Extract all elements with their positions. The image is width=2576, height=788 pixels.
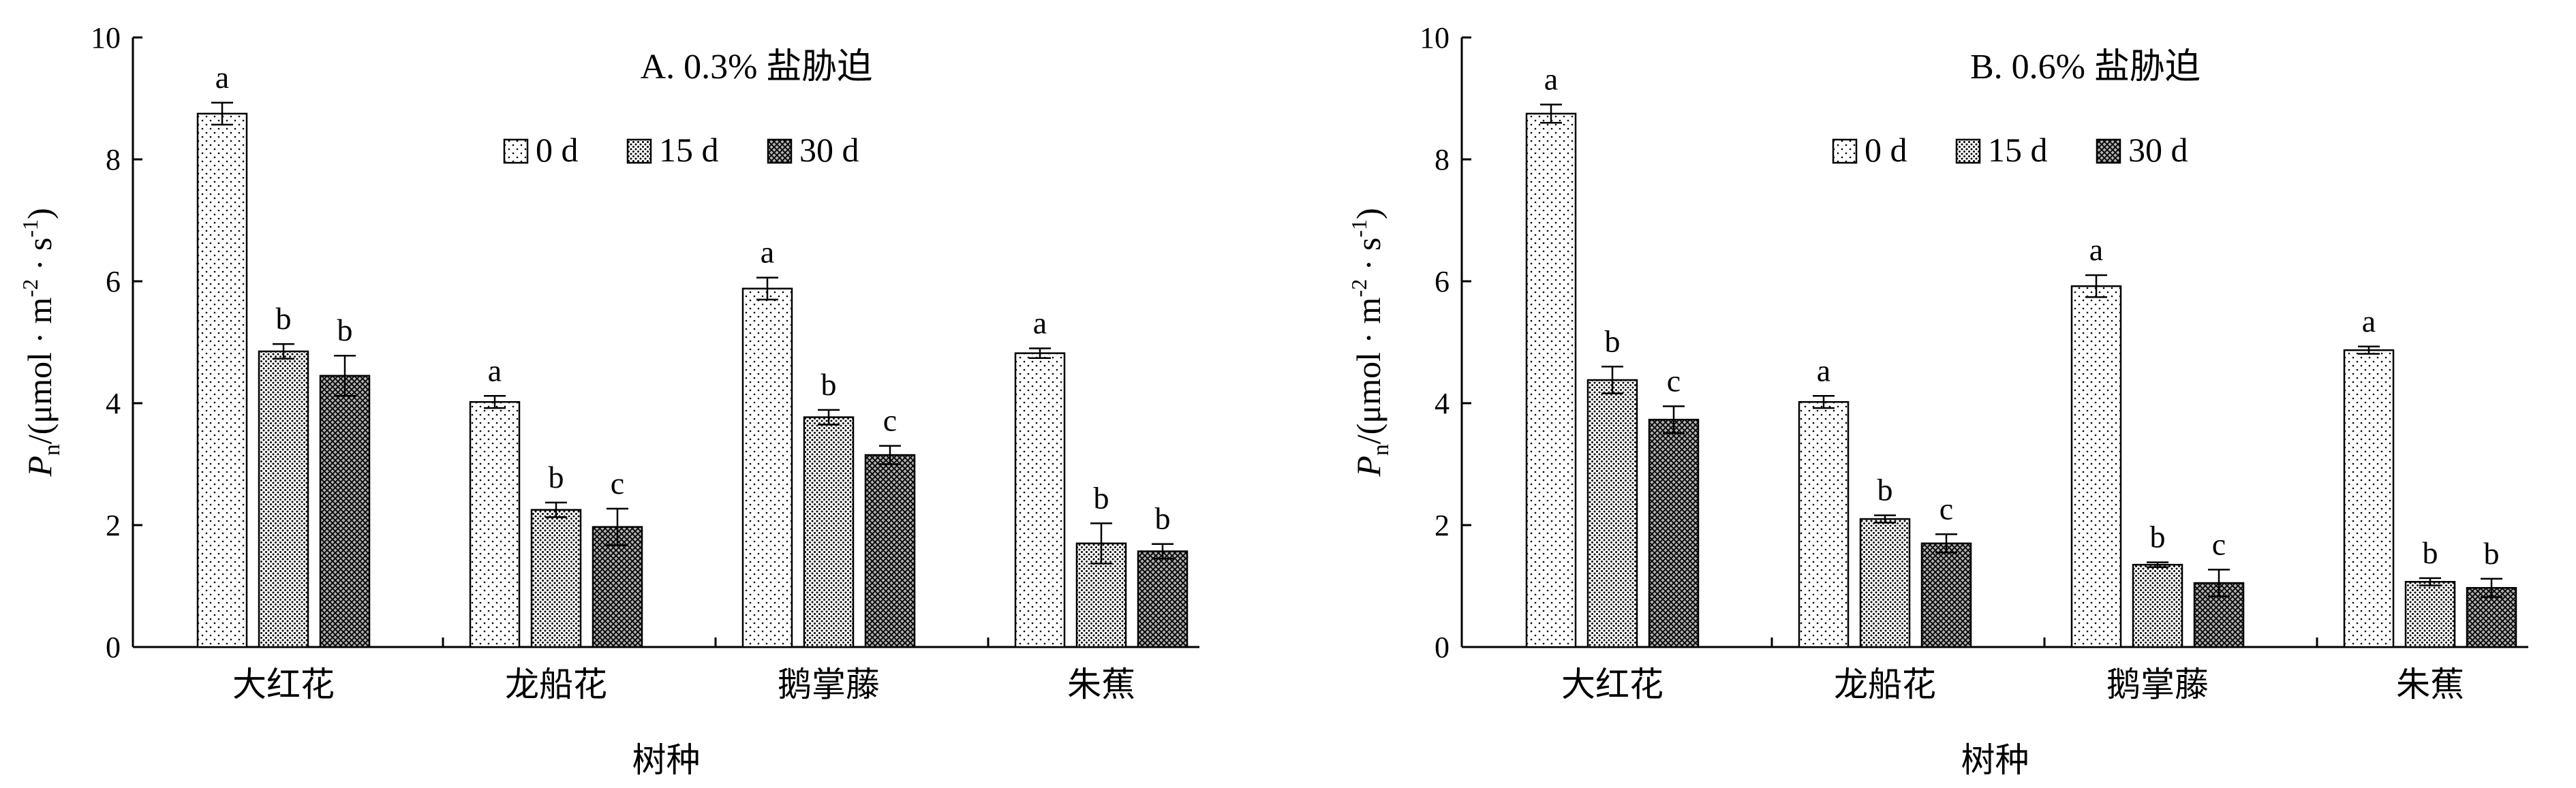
significance-letter: a <box>761 235 774 270</box>
y-tick-label: 10 <box>91 21 121 54</box>
bar <box>1586 379 1638 648</box>
x-tick-label: 龙船花 <box>1834 665 1936 704</box>
bar <box>1137 550 1189 648</box>
significance-letter: c <box>883 403 897 438</box>
chart-panel-b: 0 2 4 6 8 10 a b c 大红花 a b c 龙船花 a b c 鹅掌藤 a b b 朱蕉 B. 0.6% 盐胁… <box>1347 21 2528 779</box>
x-tick-label: 大红花 <box>232 665 335 704</box>
bar <box>803 416 855 648</box>
legend-label: 15 d <box>1988 131 2048 169</box>
significance-letter: b <box>1877 473 1893 507</box>
significance-letter: a <box>2362 304 2376 338</box>
bar <box>592 526 643 648</box>
significance-letter: c <box>1667 363 1681 398</box>
bar <box>319 375 371 648</box>
y-axis-title: Pn/(μmol · m-2 · s-1) <box>1347 208 1394 477</box>
legend-label: 15 d <box>659 131 719 169</box>
bar <box>864 454 916 648</box>
legend-swatch <box>2096 138 2121 164</box>
y-tick-label: 6 <box>1435 265 1450 298</box>
legend-label: 30 d <box>799 131 859 169</box>
bar <box>1525 112 1577 648</box>
x-tick-label: 朱蕉 <box>1067 665 1135 704</box>
chart-panel-a: 0 2 4 6 8 10 a b b 大红花 a b c 龙船花 a b c 鹅掌藤 a b b 朱蕉 A. 0.3% 盐胁… <box>18 21 1199 779</box>
x-tick-label: 鹅掌藤 <box>778 665 880 704</box>
bar <box>469 400 521 648</box>
legend-swatch <box>1832 138 1858 164</box>
significance-letter: b <box>276 301 292 336</box>
significance-letter: b <box>821 367 837 402</box>
significance-letter: c <box>611 466 624 501</box>
bar <box>530 509 582 648</box>
y-axis-title: Pn/(μmol · m-2 · s-1) <box>18 208 65 477</box>
legend-label: 0 d <box>1865 131 1907 169</box>
legend-swatch <box>767 138 793 164</box>
significance-letter: b <box>1155 501 1171 536</box>
x-axis-title: 树种 <box>1961 741 2029 779</box>
bar <box>2343 349 2395 648</box>
significance-letter: a <box>1544 61 1558 96</box>
significance-letter: b <box>2423 535 2438 570</box>
bar <box>1014 352 1066 648</box>
x-tick-label: 大红花 <box>1561 665 1663 704</box>
bar <box>1648 418 1700 648</box>
legend-label: 0 d <box>536 131 579 169</box>
x-axis-title: 树种 <box>632 741 701 779</box>
significance-letter: a <box>2089 232 2103 267</box>
x-tick-label: 龙船花 <box>505 665 607 704</box>
y-tick-label: 10 <box>1420 21 1450 54</box>
significance-letter: c <box>1939 491 1953 526</box>
legend-swatch <box>1955 138 1981 164</box>
significance-letter: b <box>337 313 353 347</box>
significance-letter: b <box>2150 520 2166 554</box>
y-tick-label: 6 <box>106 265 121 298</box>
significance-letter: a <box>488 353 502 388</box>
bar <box>2404 580 2456 648</box>
bar <box>1920 542 1972 648</box>
chart-title: B. 0.6% 盐胁迫 <box>1970 48 2201 86</box>
y-tick-label: 2 <box>1435 509 1450 542</box>
y-tick-label: 8 <box>1435 143 1450 176</box>
legend-swatch <box>503 138 529 164</box>
significance-letter: b <box>549 460 564 494</box>
x-tick-label: 鹅掌藤 <box>2106 665 2209 704</box>
y-tick-label: 8 <box>106 143 121 176</box>
bar <box>2070 285 2122 648</box>
y-tick-label: 4 <box>1435 387 1450 420</box>
significance-letter: a <box>1033 305 1047 340</box>
significance-letter: b <box>2484 536 2500 571</box>
x-tick-label: 朱蕉 <box>2396 665 2464 704</box>
significance-letter: a <box>1817 353 1830 388</box>
bar <box>258 350 309 648</box>
bar <box>1859 518 1911 648</box>
bar <box>2132 563 2183 648</box>
legend-label: 30 d <box>2128 131 2188 169</box>
y-tick-label: 2 <box>106 509 121 542</box>
significance-letter: c <box>2212 526 2226 561</box>
bar <box>1798 400 1850 648</box>
bar <box>196 112 248 648</box>
bar <box>741 287 793 648</box>
significance-letter: a <box>215 60 229 95</box>
y-tick-label: 0 <box>106 631 121 664</box>
y-tick-label: 0 <box>1435 631 1450 664</box>
legend-swatch <box>626 138 652 164</box>
significance-letter: b <box>1094 480 1109 515</box>
significance-letter: b <box>1605 324 1621 358</box>
y-tick-label: 4 <box>106 387 121 420</box>
chart-title: A. 0.3% 盐胁迫 <box>641 48 873 86</box>
